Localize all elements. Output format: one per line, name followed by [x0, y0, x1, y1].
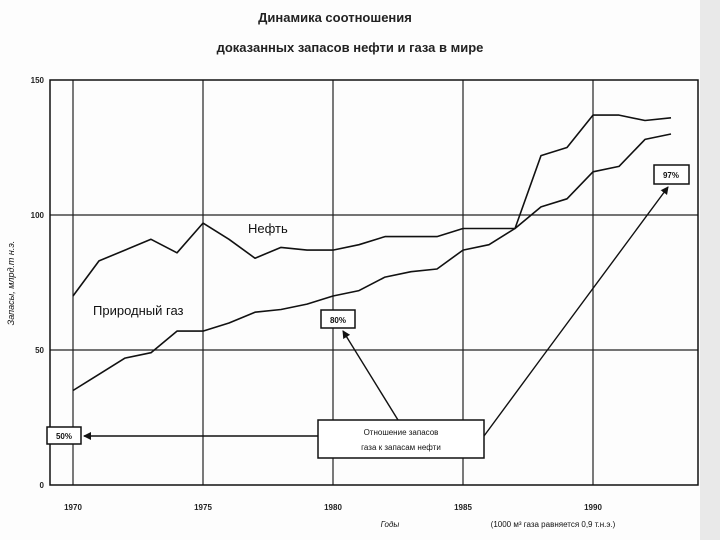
x-tick-label: 1970: [64, 503, 82, 512]
series-line-gas: [72, 133, 672, 392]
series-label-oil: Нефть: [248, 221, 288, 236]
box-50-frame: [46, 426, 82, 445]
x-tick-label: 1980: [324, 503, 342, 512]
y-tick-label: 150: [31, 76, 45, 85]
arrow-to-80: [342, 330, 399, 421]
grid-layer: [50, 80, 698, 485]
y-tick-label: 0: [40, 481, 45, 490]
y-tick-label: 100: [31, 211, 45, 220]
y-axis-label: Запасы, млрд.т н.э.: [6, 241, 16, 326]
x-tick-label: 1990: [584, 503, 602, 512]
series-layer: [72, 114, 672, 392]
x-tick-label: 1985: [454, 503, 472, 512]
arrow-to-97: [483, 186, 669, 437]
plot-frame: [49, 79, 699, 486]
y-tick-label: 50: [35, 346, 44, 355]
box-80-label: 80%: [330, 316, 346, 325]
note-line1: Отношение запасов: [364, 428, 439, 437]
box-97-frame: [653, 164, 690, 185]
annotation-box-97: 97%: [653, 164, 690, 185]
chart-title-line2: доказанных запасов нефти и газа в мире: [217, 40, 484, 55]
x-axis-note: (1000 м³ газа равняется 0,9 т.н.э.): [491, 520, 616, 529]
series-label-gas: Природный газ: [93, 303, 184, 318]
ticks-layer: 1970 1975 1980 1985 1990 0 50 100 150: [31, 76, 603, 512]
box-97-label: 97%: [663, 171, 679, 180]
box-50-label: 50%: [56, 432, 72, 441]
note-line2: газа к запасам нефти: [361, 443, 441, 452]
note-frame: [317, 419, 485, 459]
annotation-box-80: 80%: [320, 309, 356, 329]
x-tick-label: 1975: [194, 503, 212, 512]
annotation-box-50: 50%: [46, 426, 82, 445]
slide-edge-strip: [700, 0, 720, 540]
chart-title-line1: Динамика соотношения: [258, 10, 412, 25]
box-80-frame: [320, 309, 356, 329]
annotation-note: Отношение запасов газа к запасам нефти: [317, 419, 485, 459]
series-line-oil: [72, 114, 672, 297]
x-axis-label: Годы: [381, 520, 400, 529]
